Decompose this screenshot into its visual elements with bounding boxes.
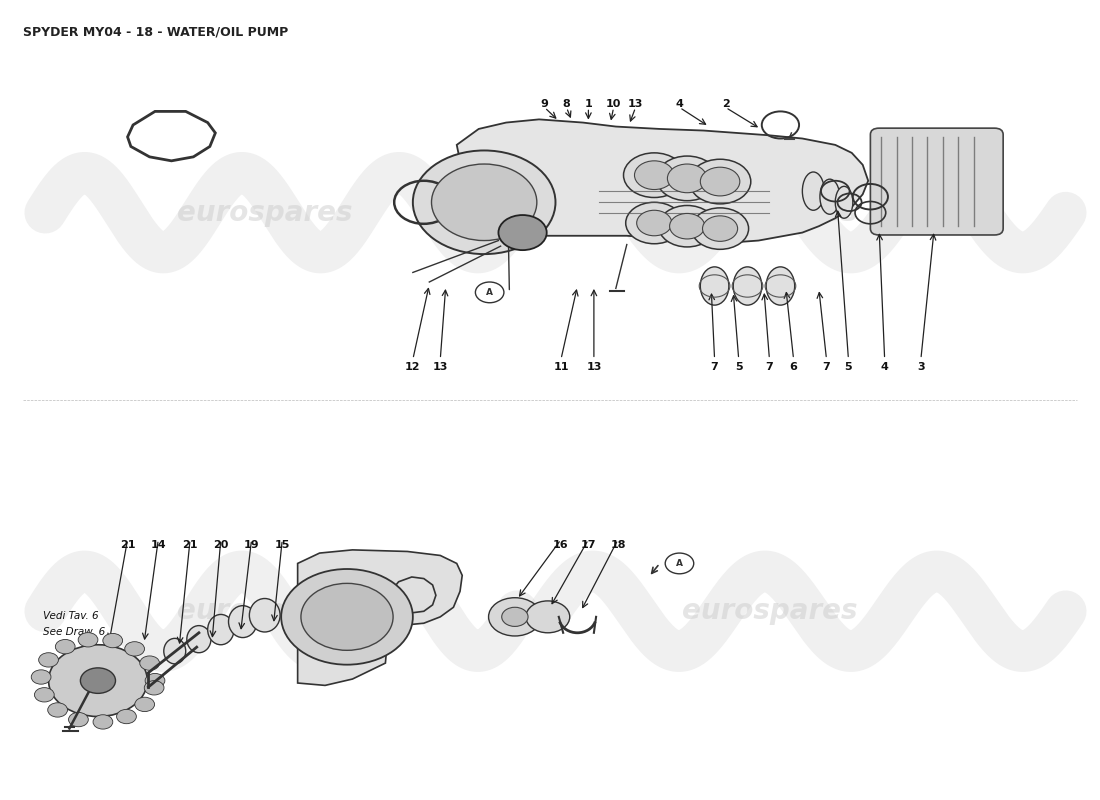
Text: eurospares: eurospares xyxy=(682,598,857,626)
Ellipse shape xyxy=(229,606,257,638)
Ellipse shape xyxy=(701,267,729,305)
Text: 4: 4 xyxy=(675,99,683,109)
Text: Vedi Tav. 6: Vedi Tav. 6 xyxy=(43,611,99,622)
Text: 17: 17 xyxy=(581,539,596,550)
Circle shape xyxy=(135,698,155,711)
Ellipse shape xyxy=(820,179,839,214)
Circle shape xyxy=(144,681,164,695)
Circle shape xyxy=(657,156,718,201)
Circle shape xyxy=(526,601,570,633)
Text: 21: 21 xyxy=(183,539,198,550)
Text: 6: 6 xyxy=(790,362,798,372)
Circle shape xyxy=(692,208,749,250)
Text: 5: 5 xyxy=(735,362,743,372)
Circle shape xyxy=(498,215,547,250)
Text: 15: 15 xyxy=(275,539,290,550)
Polygon shape xyxy=(298,550,462,686)
Text: 9: 9 xyxy=(540,99,549,109)
Text: A: A xyxy=(676,559,683,568)
Circle shape xyxy=(659,206,716,247)
Text: 13: 13 xyxy=(628,99,643,109)
FancyBboxPatch shape xyxy=(870,128,1003,235)
Circle shape xyxy=(431,164,537,241)
Circle shape xyxy=(637,210,672,236)
Text: 11: 11 xyxy=(553,362,569,372)
Ellipse shape xyxy=(734,267,762,305)
Circle shape xyxy=(94,714,113,729)
Circle shape xyxy=(68,713,88,726)
Circle shape xyxy=(412,150,556,254)
Circle shape xyxy=(80,668,116,694)
Text: 4: 4 xyxy=(881,362,889,372)
Circle shape xyxy=(282,569,412,665)
Circle shape xyxy=(670,214,705,239)
Circle shape xyxy=(48,645,147,717)
Ellipse shape xyxy=(767,267,794,305)
Ellipse shape xyxy=(164,638,186,664)
Text: 1: 1 xyxy=(584,99,592,109)
Ellipse shape xyxy=(208,614,234,645)
Text: 8: 8 xyxy=(562,99,570,109)
Text: 13: 13 xyxy=(432,362,448,372)
Ellipse shape xyxy=(802,172,824,210)
Text: See Draw. 6: See Draw. 6 xyxy=(43,627,106,638)
Text: eurospares: eurospares xyxy=(177,198,352,226)
Text: A: A xyxy=(486,288,493,297)
Circle shape xyxy=(690,159,751,204)
Circle shape xyxy=(502,607,528,626)
Circle shape xyxy=(301,583,393,650)
Text: 7: 7 xyxy=(766,362,773,372)
Circle shape xyxy=(140,656,159,670)
Ellipse shape xyxy=(250,598,280,632)
Text: 14: 14 xyxy=(151,539,166,550)
Circle shape xyxy=(78,633,98,647)
Circle shape xyxy=(55,639,75,654)
Circle shape xyxy=(34,688,54,702)
Text: 7: 7 xyxy=(711,362,718,372)
Text: 3: 3 xyxy=(917,362,925,372)
Circle shape xyxy=(47,702,67,717)
Circle shape xyxy=(145,674,165,688)
Circle shape xyxy=(124,642,144,656)
Circle shape xyxy=(703,216,738,242)
Circle shape xyxy=(701,167,740,196)
Circle shape xyxy=(626,202,683,244)
Circle shape xyxy=(31,670,51,684)
Text: eurospares: eurospares xyxy=(682,198,857,226)
Text: 16: 16 xyxy=(553,539,569,550)
Text: 19: 19 xyxy=(244,539,260,550)
Text: 7: 7 xyxy=(823,362,830,372)
Text: 13: 13 xyxy=(586,362,602,372)
Text: 10: 10 xyxy=(606,99,621,109)
Circle shape xyxy=(102,634,122,648)
Circle shape xyxy=(668,164,707,193)
Text: 2: 2 xyxy=(722,99,729,109)
Text: 5: 5 xyxy=(845,362,853,372)
Ellipse shape xyxy=(187,626,211,653)
Polygon shape xyxy=(456,119,868,242)
Text: 18: 18 xyxy=(610,539,626,550)
Circle shape xyxy=(39,653,58,667)
Text: 20: 20 xyxy=(213,539,229,550)
Ellipse shape xyxy=(835,186,852,218)
Circle shape xyxy=(624,153,685,198)
Text: eurospares: eurospares xyxy=(177,598,352,626)
Text: 21: 21 xyxy=(120,539,135,550)
Text: 12: 12 xyxy=(405,362,420,372)
Circle shape xyxy=(488,598,541,636)
Text: SPYDER MY04 - 18 - WATER/OIL PUMP: SPYDER MY04 - 18 - WATER/OIL PUMP xyxy=(23,26,288,38)
Circle shape xyxy=(635,161,674,190)
Circle shape xyxy=(117,710,136,724)
